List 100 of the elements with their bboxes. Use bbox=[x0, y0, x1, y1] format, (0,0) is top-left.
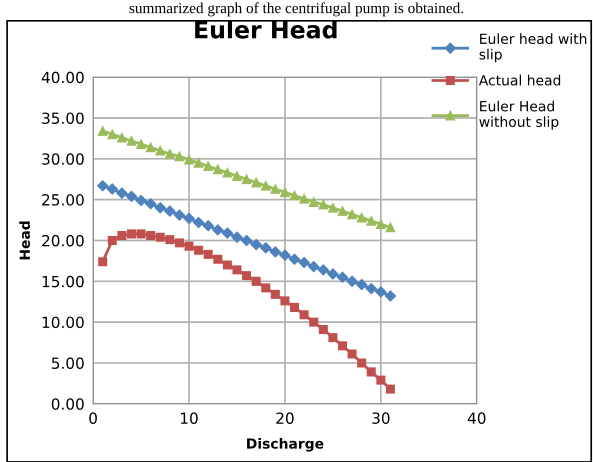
point bbox=[366, 367, 376, 376]
point bbox=[384, 290, 396, 302]
point bbox=[194, 246, 204, 255]
point bbox=[279, 250, 291, 261]
point bbox=[126, 190, 138, 202]
point bbox=[202, 220, 214, 232]
point bbox=[222, 228, 233, 239]
point bbox=[136, 139, 146, 149]
text: summarized graph of the centrifugal pump is obtained. bbox=[130, 2, 464, 16]
point bbox=[165, 235, 174, 244]
point bbox=[356, 278, 368, 290]
y-tick-label: 0.00 bbox=[52, 398, 84, 410]
point bbox=[288, 254, 300, 265]
point bbox=[174, 152, 184, 162]
point bbox=[117, 231, 126, 240]
point bbox=[250, 238, 262, 250]
point bbox=[240, 234, 252, 246]
point bbox=[348, 349, 357, 358]
point bbox=[318, 324, 328, 334]
point bbox=[386, 384, 395, 394]
point bbox=[327, 268, 338, 280]
point bbox=[117, 132, 127, 142]
point bbox=[386, 222, 396, 232]
point bbox=[145, 198, 156, 210]
point bbox=[222, 260, 232, 270]
point bbox=[184, 154, 194, 164]
point bbox=[232, 171, 242, 181]
point bbox=[300, 310, 309, 320]
point bbox=[156, 232, 165, 242]
x-tick-label: 0 bbox=[89, 412, 97, 424]
point bbox=[260, 242, 272, 254]
y-tick-label: 10.00 bbox=[42, 316, 84, 328]
point bbox=[357, 358, 366, 368]
point bbox=[318, 200, 328, 210]
point bbox=[232, 265, 242, 274]
point bbox=[308, 197, 319, 207]
point bbox=[338, 341, 347, 350]
point bbox=[194, 158, 204, 168]
point bbox=[309, 318, 318, 327]
point bbox=[106, 183, 118, 195]
point bbox=[366, 283, 377, 294]
y-tick-label: 35.00 bbox=[42, 112, 84, 124]
point bbox=[212, 164, 223, 174]
point bbox=[108, 236, 117, 245]
point bbox=[347, 209, 357, 220]
x-tick-label: 20 bbox=[276, 412, 294, 424]
point bbox=[97, 180, 108, 192]
point bbox=[252, 276, 261, 286]
y-tick-label: 15.00 bbox=[42, 276, 84, 288]
point bbox=[164, 205, 176, 217]
point bbox=[146, 142, 156, 152]
point bbox=[174, 238, 184, 248]
point bbox=[98, 257, 108, 266]
point bbox=[126, 136, 136, 146]
point bbox=[184, 242, 194, 251]
legend-label: Euler Head without slip bbox=[479, 100, 558, 130]
point bbox=[290, 190, 300, 200]
point bbox=[107, 129, 118, 140]
legend-label: Actual head bbox=[478, 74, 560, 86]
point bbox=[146, 231, 156, 240]
point bbox=[376, 376, 386, 385]
point bbox=[270, 290, 280, 299]
y-tick-label: 25.00 bbox=[42, 194, 84, 206]
y-tick-label: 30.00 bbox=[42, 153, 84, 165]
point bbox=[251, 178, 262, 188]
point bbox=[242, 174, 252, 184]
point bbox=[338, 206, 348, 216]
point bbox=[375, 286, 386, 298]
point bbox=[346, 276, 358, 287]
point bbox=[356, 212, 367, 222]
point bbox=[116, 188, 128, 199]
point bbox=[242, 271, 252, 280]
point bbox=[290, 302, 300, 312]
point bbox=[126, 229, 136, 238]
point bbox=[135, 194, 147, 206]
point bbox=[308, 260, 320, 272]
point bbox=[299, 194, 309, 204]
point bbox=[212, 224, 224, 236]
chart-title: Euler Head bbox=[195, 20, 337, 39]
point bbox=[203, 161, 214, 172]
point bbox=[213, 254, 222, 264]
legend-label: Euler head with slip bbox=[480, 33, 586, 62]
point bbox=[336, 272, 348, 283]
point bbox=[98, 126, 108, 136]
point bbox=[136, 229, 146, 238]
point bbox=[318, 264, 329, 276]
point bbox=[298, 256, 310, 268]
y-tick-label: 5.00 bbox=[52, 357, 84, 369]
point bbox=[328, 333, 338, 342]
point bbox=[280, 296, 290, 306]
point bbox=[193, 216, 204, 228]
y-tick-label: 40.00 bbox=[42, 72, 84, 84]
point bbox=[164, 149, 175, 159]
point bbox=[328, 202, 338, 213]
point bbox=[174, 210, 186, 221]
point bbox=[154, 202, 166, 214]
point bbox=[231, 232, 243, 243]
y-axis-title: Head bbox=[19, 221, 30, 260]
point bbox=[222, 168, 232, 178]
x-tick-label: 10 bbox=[180, 412, 198, 424]
